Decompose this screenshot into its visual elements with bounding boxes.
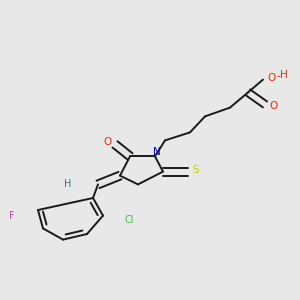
Text: N: N: [153, 147, 161, 157]
Text: H: H: [64, 179, 71, 189]
Text: Cl: Cl: [124, 215, 134, 225]
Text: H: H: [280, 70, 288, 80]
Text: F: F: [9, 211, 15, 220]
Text: O: O: [269, 101, 277, 111]
Text: O: O: [104, 137, 112, 147]
Text: -: -: [276, 70, 280, 81]
Text: S: S: [193, 165, 199, 176]
Text: O: O: [267, 73, 275, 82]
